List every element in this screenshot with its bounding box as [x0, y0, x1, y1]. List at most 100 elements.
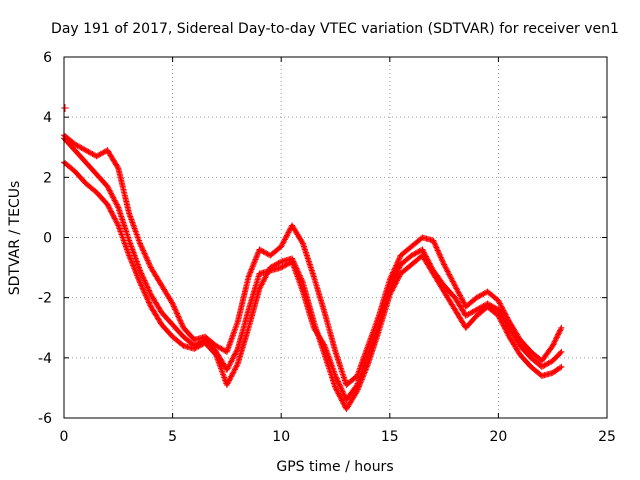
- series-track-1: [61, 132, 565, 388]
- data-point: [557, 364, 564, 371]
- series-track-3: [61, 135, 565, 403]
- data-point: [446, 272, 453, 279]
- data-point: [353, 383, 360, 390]
- data-point: [553, 334, 560, 341]
- series-track-2: [61, 159, 565, 412]
- data-point: [131, 265, 138, 272]
- data-point: [172, 306, 179, 313]
- data-point: [147, 290, 154, 297]
- data-point: [457, 293, 464, 300]
- data-point: [108, 208, 115, 215]
- data-point: [396, 264, 403, 271]
- data-point: [246, 270, 253, 277]
- data-point: [144, 296, 151, 303]
- data-point: [137, 281, 144, 288]
- data-point: [499, 306, 506, 313]
- data-point: [130, 263, 137, 270]
- data-point: [172, 307, 179, 314]
- data-point: [391, 274, 398, 281]
- data-point: [178, 320, 185, 327]
- data-point: [554, 333, 561, 340]
- data-point: [140, 249, 147, 256]
- data-point: [420, 247, 427, 254]
- data-point: [230, 369, 237, 376]
- data-point: [446, 271, 453, 278]
- data-point: [139, 273, 146, 280]
- data-point: [430, 237, 437, 244]
- data-point: [258, 281, 265, 288]
- y-tick-label: -2: [38, 291, 52, 307]
- data-point: [226, 362, 233, 369]
- data-point: [109, 211, 116, 218]
- data-point: [143, 281, 150, 288]
- data-point: [106, 205, 113, 212]
- data-point: [430, 238, 437, 245]
- data-point: [550, 341, 557, 348]
- grid: [64, 57, 607, 418]
- data-point: [232, 350, 239, 357]
- data-point: [112, 198, 119, 205]
- data-point: [551, 338, 558, 345]
- data-point: [141, 277, 148, 284]
- data-point: [286, 228, 293, 235]
- data-point: [496, 300, 503, 307]
- data-point: [137, 241, 144, 248]
- data-point: [168, 299, 175, 306]
- data-point: [104, 183, 111, 190]
- data-point: [276, 259, 283, 266]
- data-point: [392, 272, 399, 279]
- data-point: [129, 261, 136, 268]
- data-point: [134, 272, 141, 279]
- data-point: [444, 268, 451, 275]
- data-point: [251, 259, 258, 266]
- data-point: [105, 186, 112, 193]
- data-point: [108, 191, 115, 198]
- data-point: [387, 284, 394, 291]
- data-point: [140, 276, 147, 283]
- data-point: [247, 267, 254, 274]
- data-point: [112, 216, 119, 223]
- data-point: [553, 335, 560, 342]
- data-point: [107, 188, 114, 195]
- data-point: [434, 246, 441, 253]
- data-point: [495, 297, 502, 304]
- data-point: [231, 367, 238, 374]
- data-point: [228, 372, 235, 379]
- data-point: [340, 391, 347, 398]
- data-point: [110, 214, 117, 221]
- data-point: [335, 390, 342, 397]
- data-point: [140, 288, 147, 295]
- data-point: [336, 382, 343, 389]
- data-point: [146, 300, 153, 307]
- y-tick-label: -4: [38, 351, 52, 367]
- data-point: [141, 250, 148, 257]
- data-point: [340, 400, 347, 407]
- data-point: [138, 271, 145, 278]
- data-point: [278, 243, 285, 250]
- axis-ticks: 0 5 10 15 20 25 -6 -4 -2 0 2 4 6: [38, 50, 616, 445]
- data-point: [426, 260, 433, 267]
- data-point: [395, 258, 402, 265]
- data-point: [233, 363, 240, 370]
- data-point: [231, 366, 238, 373]
- data-point: [435, 250, 442, 257]
- y-tick-label: 2: [43, 170, 52, 186]
- data-point: [145, 299, 152, 306]
- data-point: [224, 380, 231, 387]
- data-point: [449, 277, 456, 284]
- data-point: [137, 269, 144, 276]
- data-point: [457, 292, 464, 299]
- data-point: [137, 279, 144, 286]
- data-point: [253, 255, 260, 262]
- data-point: [452, 284, 459, 291]
- data-point: [260, 277, 267, 284]
- data-point: [227, 359, 234, 366]
- data-point: [140, 274, 147, 281]
- data-point: [138, 283, 145, 290]
- data-point: [113, 218, 120, 225]
- data-point: [320, 341, 327, 348]
- data-point: [141, 289, 148, 296]
- data-point: [455, 289, 462, 296]
- data-point: [139, 246, 146, 253]
- data-point: [437, 253, 444, 260]
